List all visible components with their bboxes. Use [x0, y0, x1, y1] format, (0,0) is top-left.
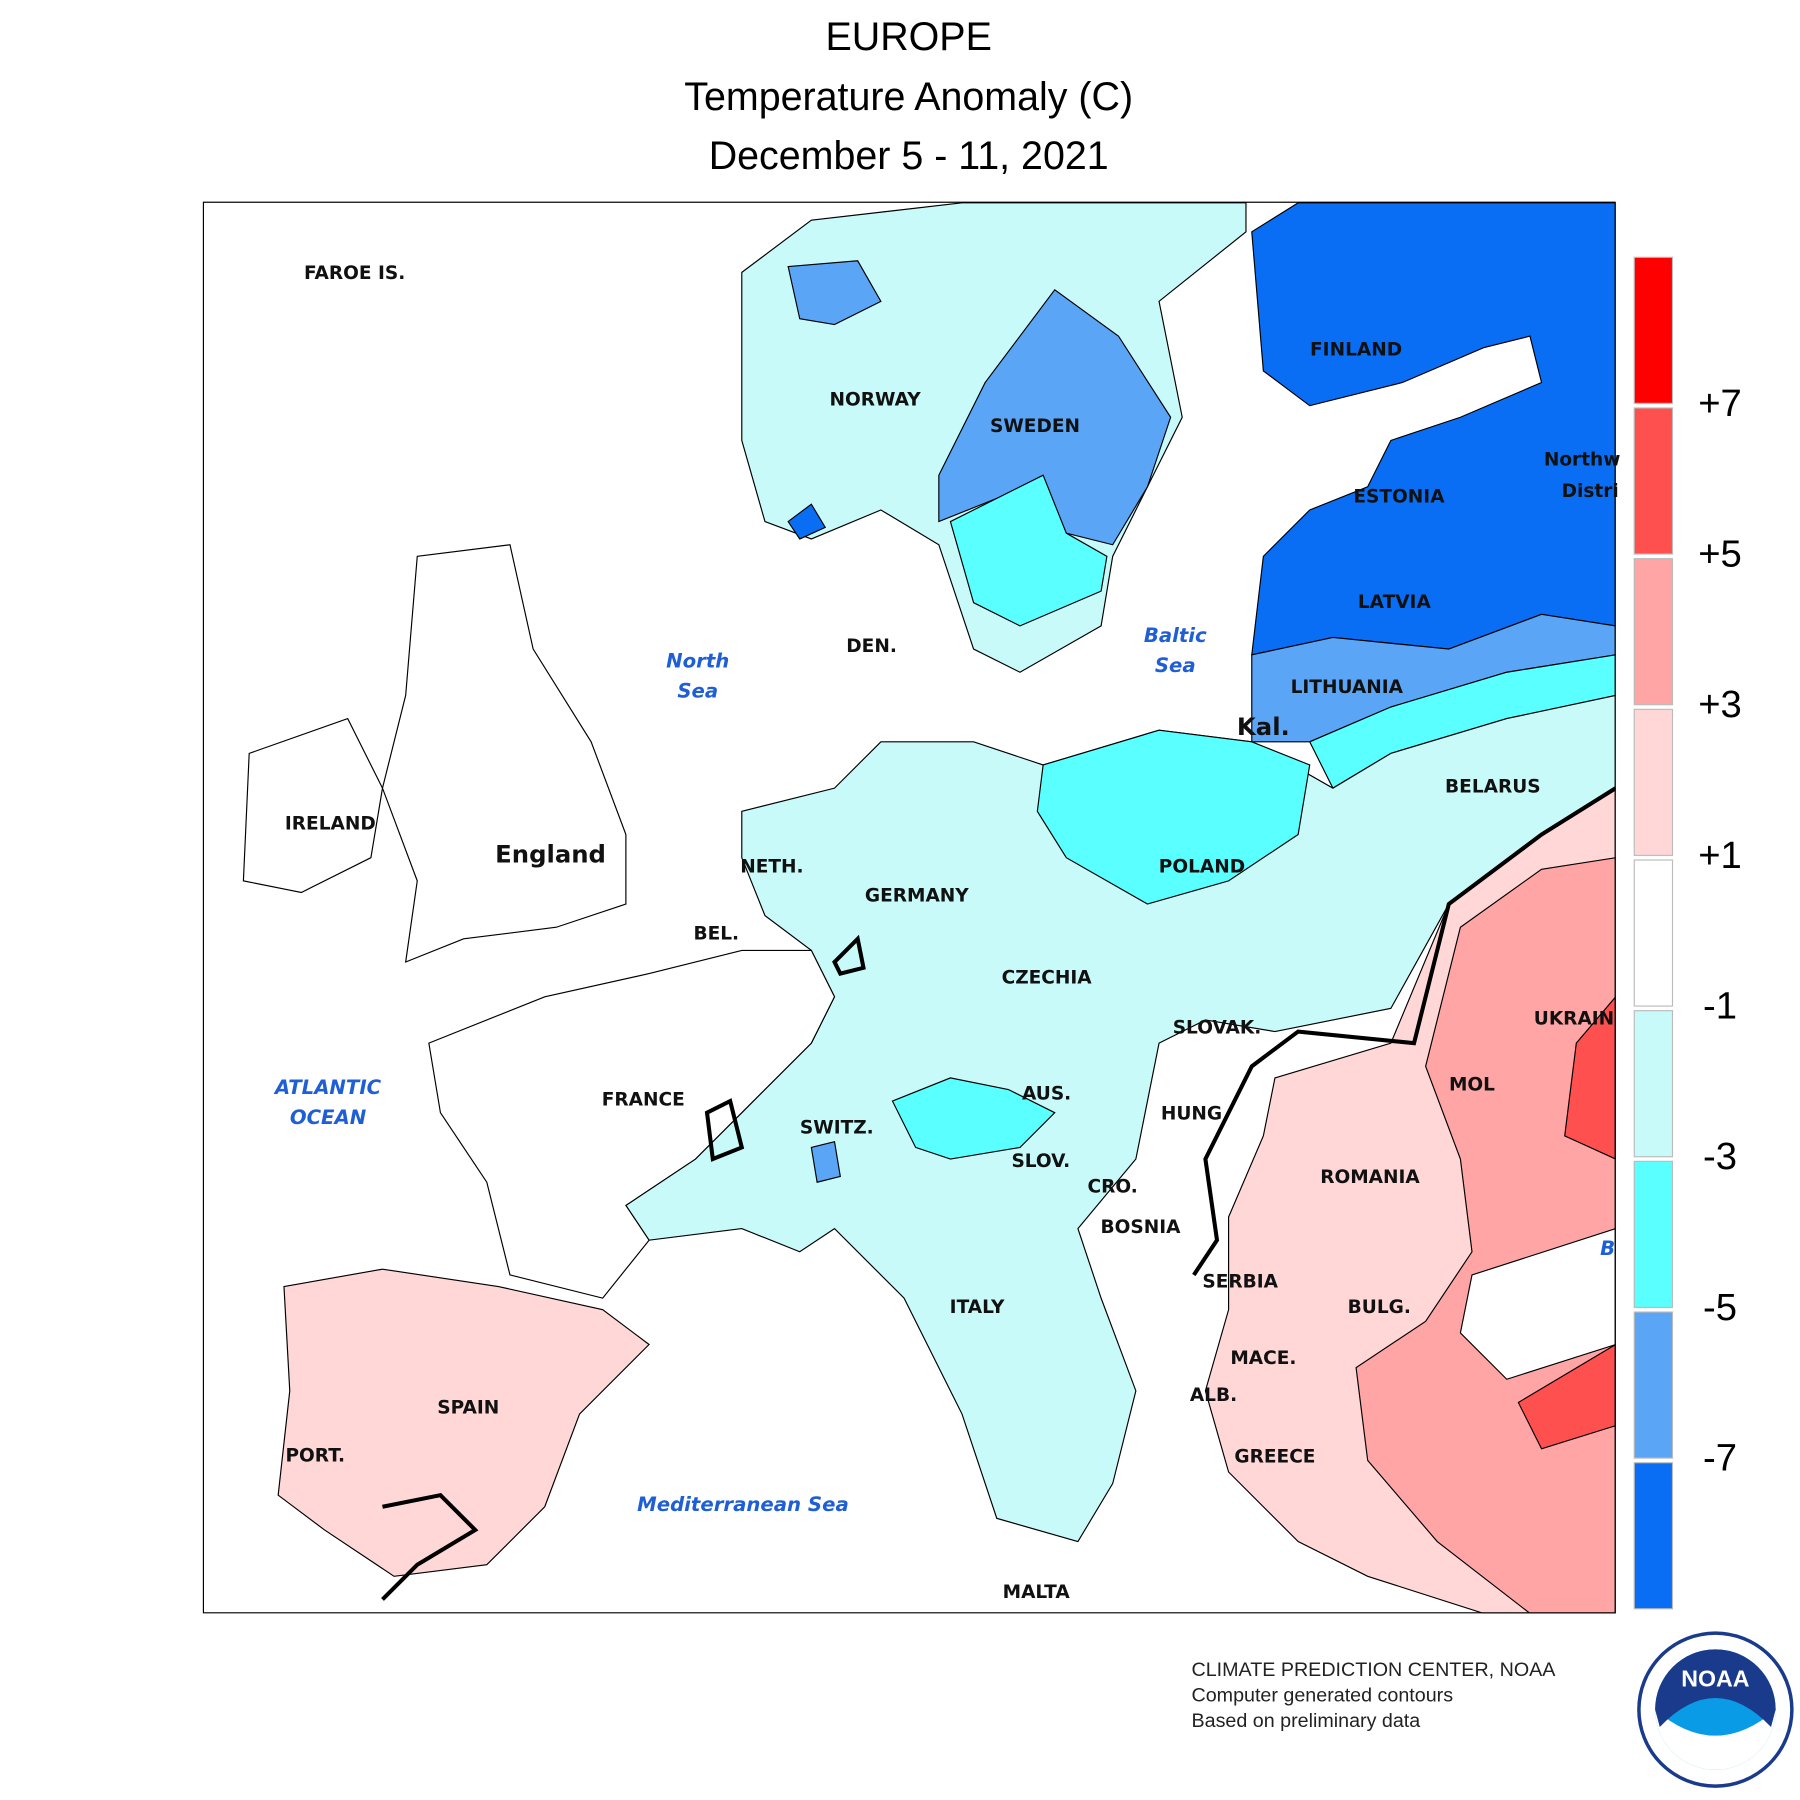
place-label: LITHUANIA — [1291, 677, 1404, 698]
place-label: BEL. — [693, 924, 739, 945]
place-label: NORWAY — [830, 389, 922, 410]
legend-swatch — [1633, 1311, 1674, 1459]
legend-label: +1 — [1698, 834, 1742, 877]
sweden-south — [949, 474, 1108, 627]
contour — [381, 1492, 479, 1601]
credit: Computer generated contours — [1192, 1684, 1454, 1706]
place-label: AUS. — [1022, 1084, 1071, 1105]
legend: +7 +5 +3 +1 -1 -3 -5 -7 — [1633, 256, 1742, 1610]
place-label: CRO. — [1088, 1176, 1138, 1197]
place-label: SWEDEN — [990, 416, 1080, 437]
norway-zone — [787, 260, 882, 326]
legend-label: -5 — [1703, 1286, 1737, 1329]
place-label: GERMANY — [865, 885, 969, 906]
iberia-warm — [277, 1268, 650, 1577]
logo-top — [1655, 1649, 1776, 1727]
logo-text: NOAA — [1681, 1665, 1749, 1691]
place-label: BULG. — [1348, 1297, 1411, 1318]
legend-label: -7 — [1703, 1436, 1737, 1479]
sea-label: B — [1600, 1237, 1615, 1260]
place-label: Kal. — [1237, 712, 1290, 741]
noaa-logo: NOAA — [1637, 1631, 1794, 1788]
credit: CLIMATE PREDICTION CENTER, NOAA — [1192, 1659, 1557, 1681]
map-labels: FAROE IS. NORWAY SWEDEN FINLAND ESTONIA … — [273, 263, 1620, 1603]
place-label: ESTONIA — [1353, 487, 1445, 508]
credit: Based on preliminary data — [1192, 1710, 1421, 1732]
place-label: UKRAIN — [1534, 1008, 1614, 1029]
contour — [704, 934, 866, 1162]
place-label: MOL — [1449, 1074, 1495, 1095]
france — [428, 949, 836, 1299]
legend-swatch — [1633, 859, 1674, 1007]
alps-cold — [810, 1140, 841, 1183]
legend-label: +7 — [1698, 382, 1742, 425]
black-sea — [1459, 1227, 1616, 1380]
subtitle: Temperature Anomaly (C) — [684, 75, 1133, 119]
legend-swatch — [1633, 558, 1674, 706]
place-label: GREECE — [1234, 1446, 1315, 1467]
sea-label: Sea — [677, 679, 718, 702]
place-label: Northw — [1544, 450, 1621, 471]
norway-cold — [787, 503, 827, 540]
lithuania-zone — [1251, 613, 1616, 743]
legend-label: -1 — [1703, 984, 1737, 1027]
legend-swatch — [1633, 1462, 1674, 1610]
sea-label: Baltic — [1144, 624, 1207, 647]
legend-swatch — [1633, 407, 1674, 555]
place-label: FINLAND — [1310, 340, 1402, 361]
sweden-zone — [938, 288, 1172, 546]
place-label: England — [495, 839, 606, 868]
place-label: FAROE IS. — [304, 263, 405, 284]
title: EUROPE — [826, 15, 992, 59]
place-label: MALTA — [1003, 1582, 1071, 1603]
place-label: CZECHIA — [1002, 968, 1093, 989]
legend-swatch — [1633, 1160, 1674, 1308]
place-label: HUNG — [1161, 1103, 1222, 1124]
place-label: SLOV. — [1011, 1151, 1070, 1172]
legend-swatch — [1633, 256, 1674, 404]
place-label: ALB. — [1190, 1385, 1237, 1406]
sea-label: OCEAN — [290, 1106, 367, 1129]
place-label: BOSNIA — [1101, 1217, 1182, 1238]
place-label: BELARUS — [1445, 776, 1541, 797]
place-label: NETH. — [740, 856, 803, 877]
sea-label: Sea — [1155, 654, 1196, 677]
contour — [1192, 786, 1616, 1277]
map — [202, 201, 1616, 1614]
place-label: SERBIA — [1202, 1271, 1278, 1292]
place-label: MACE. — [1230, 1348, 1296, 1369]
place-label: PORT. — [285, 1445, 345, 1466]
dates: December 5 - 11, 2021 — [709, 134, 1109, 178]
ukraine-hot — [1564, 995, 1616, 1160]
place-label: POLAND — [1159, 856, 1245, 877]
place-label: SPAIN — [437, 1398, 499, 1419]
sea-label: ATLANTIC — [273, 1076, 382, 1099]
place-label: DEN. — [846, 636, 897, 657]
place-label: Distri — [1562, 481, 1619, 502]
legend-swatch — [1633, 1010, 1674, 1158]
place-label: FRANCE — [602, 1089, 685, 1110]
place-label: IRELAND — [285, 814, 376, 835]
place-label: ROMANIA — [1320, 1167, 1420, 1188]
place-label: ITALY — [950, 1297, 1005, 1318]
logo-gull — [1655, 1709, 1776, 1770]
place-label: LATVIA — [1358, 592, 1432, 613]
turkey-hot — [1517, 1343, 1616, 1450]
legend-label: -3 — [1703, 1135, 1737, 1178]
place-label: SLOVAK. — [1173, 1018, 1262, 1039]
ireland — [242, 717, 384, 894]
legend-label: +3 — [1698, 683, 1742, 726]
alps-zone — [891, 1077, 1056, 1160]
sea-label: Mediterranean Sea — [637, 1493, 849, 1516]
poland-zone — [1036, 729, 1311, 905]
legend-label: +5 — [1698, 532, 1742, 575]
place-label: SWITZ. — [800, 1117, 874, 1138]
sea-label: North — [666, 649, 729, 672]
legend-swatch — [1633, 708, 1674, 856]
